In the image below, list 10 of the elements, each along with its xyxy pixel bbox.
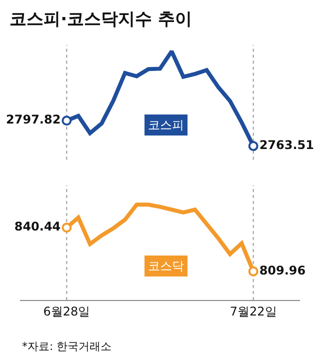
text: 코스피: [148, 118, 184, 132]
x-tick-label: 7월22일: [230, 304, 277, 318]
chart-title: 코스피·코스닥지수 추이: [10, 10, 192, 30]
data-label: 2763.51: [259, 138, 314, 152]
x-tick-label: 6월28일: [43, 304, 90, 318]
data-label: 840.44: [14, 220, 61, 234]
data-label: 809.96: [259, 263, 306, 278]
text: 코스닥: [148, 259, 184, 273]
data-label: 2797.82: [6, 112, 61, 127]
text: *자료: 한국거래소: [22, 340, 112, 353]
